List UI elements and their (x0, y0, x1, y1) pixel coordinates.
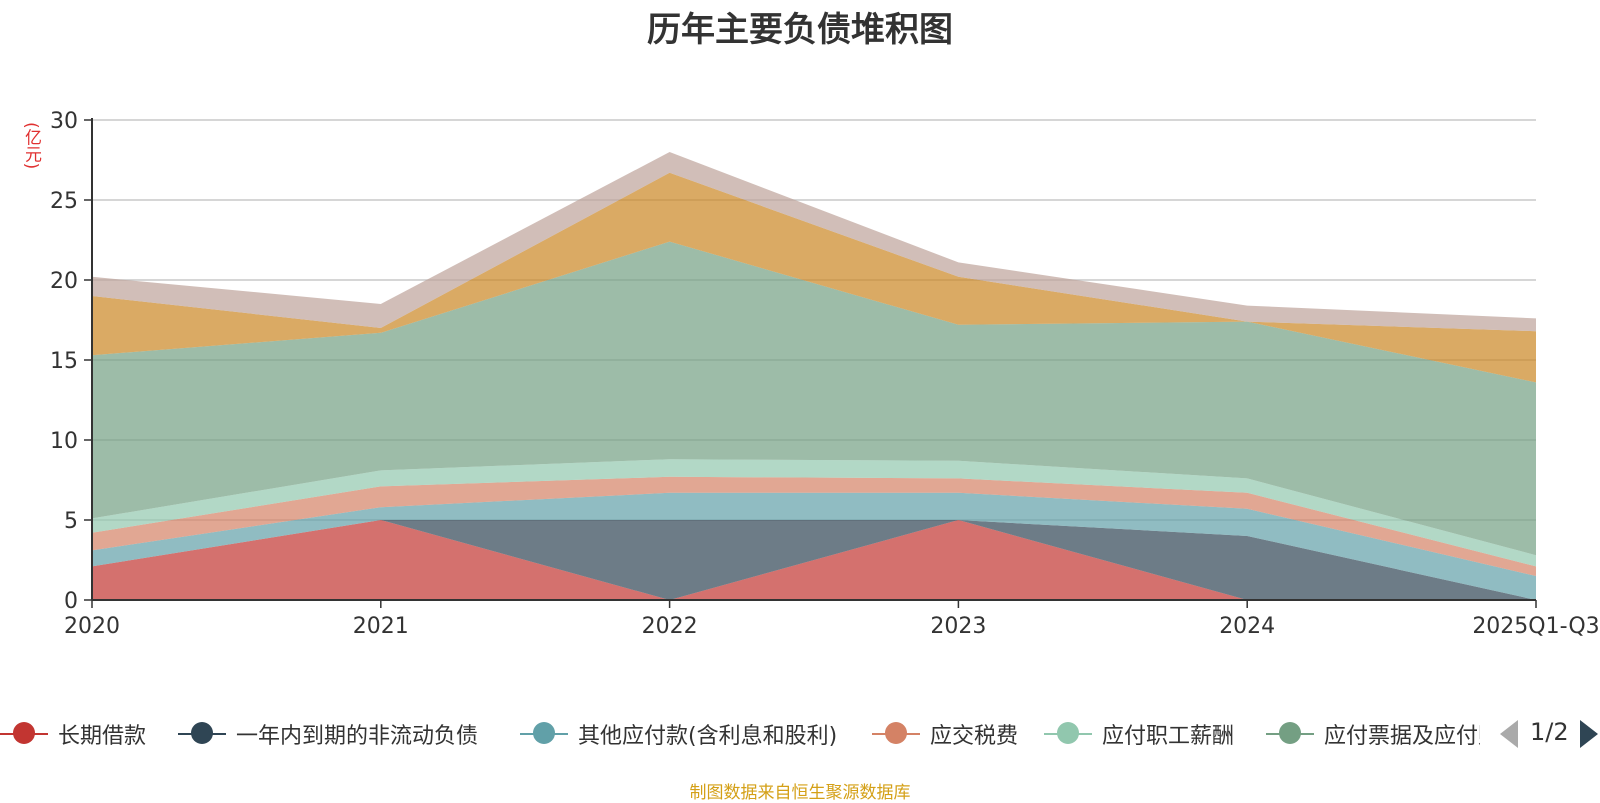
legend-item[interactable]: 应交税费 (872, 716, 1018, 752)
y-tick-label: 20 (50, 269, 78, 294)
legend-item[interactable]: 一年内到期的非流动负债 (178, 716, 478, 752)
x-tick-label: 2022 (642, 614, 698, 639)
legend-marker-icon (520, 721, 568, 747)
legend-marker-icon (1266, 721, 1314, 747)
legend-item[interactable]: 长期借款 (0, 716, 146, 752)
area-series (92, 152, 1536, 332)
area-series (92, 520, 1536, 600)
legend-label: 应交税费 (930, 724, 1019, 749)
legend: 长期借款 一年内到期的非流动负债 其他应付款(含利息和股利) 应交税费 应付职工薪酬 应付… (0, 716, 1600, 752)
y-tick-label: 25 (50, 189, 78, 214)
axes: 0 5 10 15 20 25 30 2020 2021 2022 2023 2024 2025Q1-Q… (50, 109, 1600, 639)
legend-label: 其他应付款(含利息和股利) (578, 724, 838, 749)
y-tick-label: 15 (50, 349, 78, 374)
legend-label: 长期借款 (58, 724, 147, 749)
legend-label: 一年内到期的非流动负债 (236, 724, 479, 749)
x-tick-label: 2025Q1-Q3 (1472, 614, 1599, 639)
source-note: 制图数据来自恒生聚源数据库 (689, 783, 911, 803)
x-tick-label: 2020 (64, 614, 120, 639)
chart-title: 历年主要负债堆积图 (647, 10, 953, 50)
legend-label: 应付职工薪酬 (1102, 724, 1235, 749)
legend-marker-icon (178, 721, 226, 747)
y-tick-label: 0 (64, 589, 78, 614)
area-series (92, 476, 1536, 576)
legend-marker-icon (1044, 721, 1092, 747)
legend-marker-icon (872, 721, 920, 747)
y-tick-label: 5 (64, 509, 78, 534)
legend-marker-icon (0, 721, 48, 747)
area-series (92, 241, 1536, 556)
x-tick-label: 2021 (353, 614, 409, 639)
legend-item[interactable]: 应付票据及应付账款 (1266, 716, 1480, 752)
y-axis-unit-label: (亿元) (21, 122, 41, 170)
area-series (92, 492, 1536, 600)
x-tick-label: 2023 (930, 614, 986, 639)
y-tick-label: 10 (50, 429, 78, 454)
legend-item[interactable]: 其他应付款(含利息和股利) (520, 716, 837, 752)
chart-plot-area: 0 5 10 15 20 25 30 2020 2021 2022 2023 2024 2025Q1-Q… (50, 109, 1600, 639)
x-tick-label: 2024 (1219, 614, 1275, 639)
legend-page-indicator: 1/2 (1530, 718, 1569, 746)
legend-items: 长期借款 一年内到期的非流动负债 其他应付款(含利息和股利) 应交税费 应付职工薪酬 应付… (0, 716, 1480, 752)
legend-label: 应付票据及应付账款 (1324, 724, 1480, 749)
legend-prev-page-icon[interactable] (1500, 720, 1518, 748)
stacked-areas (92, 152, 1536, 600)
area-series (92, 172, 1536, 383)
area-series (92, 459, 1536, 567)
legend-next-page-icon[interactable] (1580, 720, 1598, 748)
legend-item[interactable]: 应付职工薪酬 (1044, 716, 1234, 752)
y-tick-label: 30 (50, 109, 78, 134)
